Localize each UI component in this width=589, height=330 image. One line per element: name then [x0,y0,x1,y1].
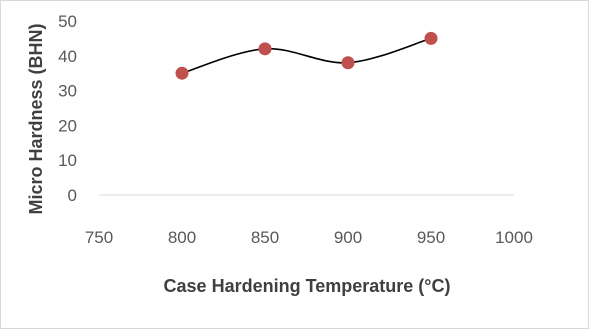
data-point [175,66,189,80]
data-point [424,31,438,45]
data-points [175,31,438,80]
y-tick-label: 10 [58,151,77,170]
y-axis-title: Micro Hardness (BHN) [26,23,46,214]
y-axis-ticks: 0 10 20 30 40 50 [58,12,77,205]
y-tick-label: 40 [58,47,77,66]
y-tick-label: 50 [58,12,77,31]
data-point [341,56,355,70]
x-tick-label: 900 [334,228,362,247]
x-axis-title: Case Hardening Temperature (°C) [164,276,451,296]
series-line [181,37,432,74]
y-tick-label: 30 [58,82,77,101]
x-tick-label: 950 [417,228,445,247]
data-point [258,42,272,56]
y-tick-label: 20 [58,116,77,135]
y-tick-label: 0 [68,186,77,205]
x-tick-label: 1000 [495,228,533,247]
x-tick-label: 750 [85,228,113,247]
x-tick-label: 850 [251,228,279,247]
x-axis-ticks: 750 800 850 900 950 1000 [85,228,533,247]
x-tick-label: 800 [168,228,196,247]
